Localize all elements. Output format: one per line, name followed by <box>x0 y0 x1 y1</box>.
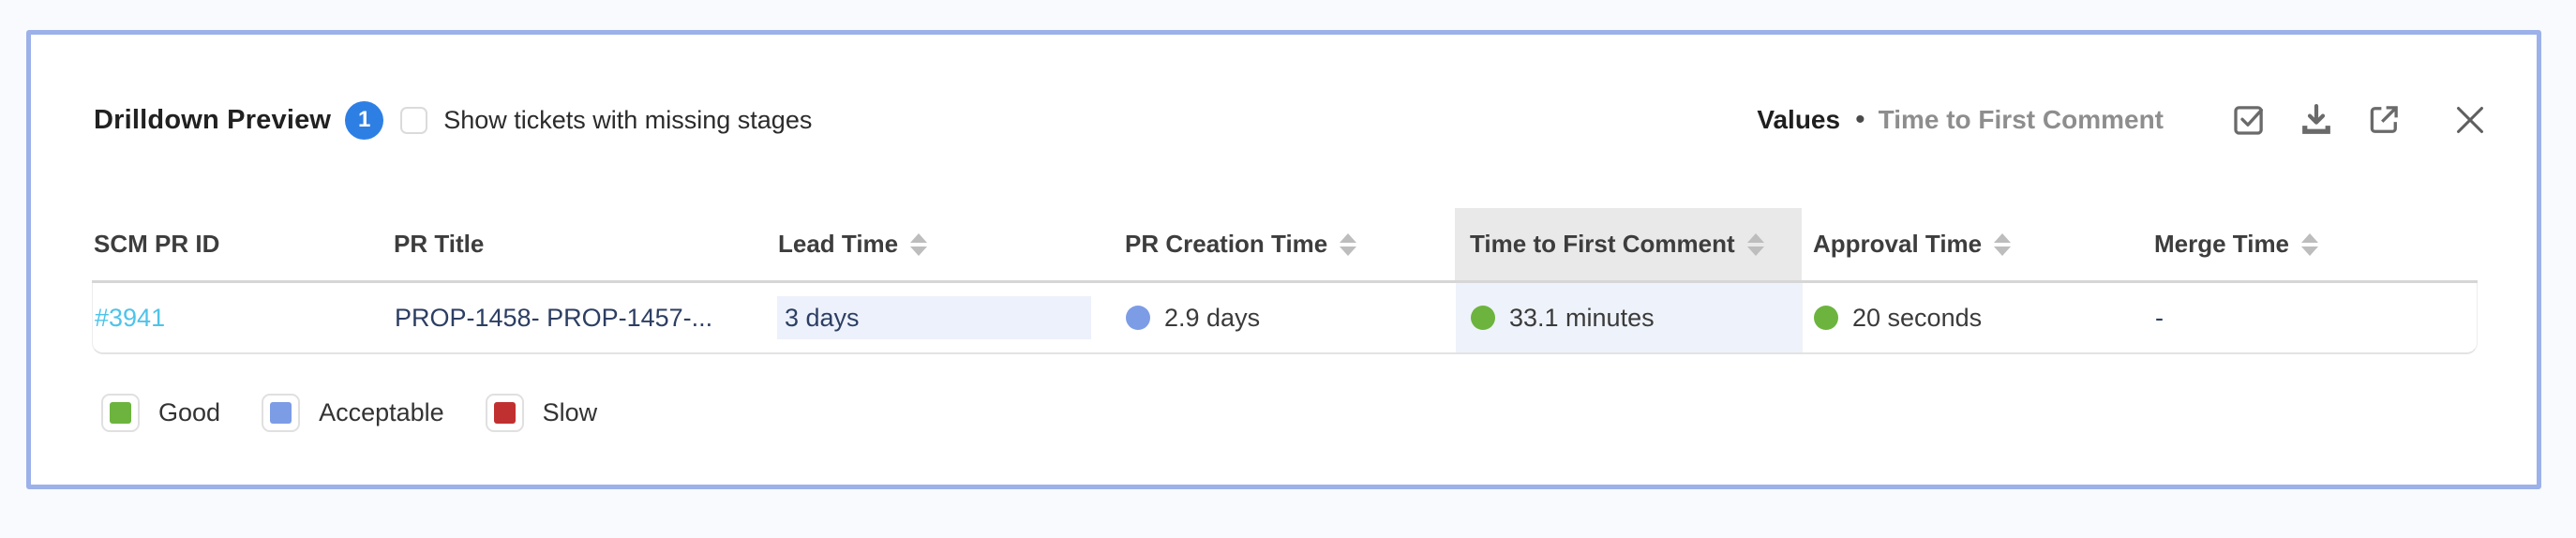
pr-title-text: PROP-1458- PROP-1457-... <box>395 303 713 332</box>
column-header-label: Lead Time <box>778 230 899 258</box>
count-badge: 1 <box>345 100 384 140</box>
legend-chip-slow[interactable] <box>485 393 524 432</box>
column-header-time-to-first-comment[interactable]: Time to First Comment <box>1455 208 1802 280</box>
column-header-pr-title: PR Title <box>394 208 776 280</box>
legend-label: Slow <box>542 397 598 426</box>
column-header-label: SCM PR ID <box>94 230 220 258</box>
missing-stages-checkbox[interactable] <box>400 106 428 134</box>
column-header-pr-creation-time[interactable]: PR Creation Time <box>1125 208 1455 280</box>
sort-icon <box>1340 232 1357 256</box>
time-to-first-comment-value: 33.1 minutes <box>1509 303 1655 332</box>
cell-merge-time: - <box>2148 283 2479 352</box>
status-dot-good <box>1814 306 1838 330</box>
column-header-label: Time to First Comment <box>1470 230 1735 258</box>
table-row: #3941 PROP-1458- PROP-1457-... 3 days 2.… <box>93 283 2477 352</box>
panel-header-right: Values • Time to First Comment <box>1757 98 2492 142</box>
good-swatch-icon <box>110 401 131 424</box>
legend-label: Acceptable <box>319 397 444 426</box>
cell-approval-time: 20 seconds <box>1803 283 2148 352</box>
cell-pr-title: PROP-1458- PROP-1457-... <box>395 283 777 352</box>
sort-icon <box>2301 232 2319 256</box>
missing-stages-checkbox-label: Show tickets with missing stages <box>443 105 813 134</box>
drilldown-table: SCM PR ID PR Title Lead Time PR Creation… <box>92 208 2478 354</box>
sort-icon <box>910 232 928 256</box>
sort-icon <box>1746 232 1764 256</box>
panel-header: Drilldown Preview 1 Show tickets with mi… <box>94 95 2492 145</box>
download-icon <box>2297 100 2336 140</box>
column-header-approval-time[interactable]: Approval Time <box>1802 208 2147 280</box>
status-dot-good <box>1471 306 1495 330</box>
pr-id-link[interactable]: #3941 <box>95 303 166 332</box>
selected-metric-label: Time to First Comment <box>1878 105 2164 134</box>
legend-item-slow: Slow <box>485 393 598 432</box>
legend-label: Good <box>158 397 221 426</box>
legend-chip-good[interactable] <box>101 393 140 432</box>
legend-item-good: Good <box>101 393 221 432</box>
cell-lead-time: 3 days <box>777 283 1126 352</box>
open-external-icon <box>2364 100 2404 140</box>
merge-time-value: - <box>2155 303 2164 332</box>
panel-title: Drilldown Preview <box>94 104 332 135</box>
panel-header-left: Drilldown Preview 1 Show tickets with mi… <box>94 100 813 140</box>
status-dot-acceptable <box>1126 306 1150 330</box>
download-button[interactable] <box>2295 98 2338 142</box>
column-header-merge-time[interactable]: Merge Time <box>2147 208 2478 280</box>
cell-pr-creation-time: 2.9 days <box>1126 283 1456 352</box>
select-columns-button[interactable] <box>2227 98 2270 142</box>
close-button[interactable] <box>2449 98 2492 142</box>
separator-dot-icon: • <box>1855 104 1865 135</box>
select-columns-icon <box>2229 100 2269 140</box>
drilldown-preview-panel: Drilldown Preview 1 Show tickets with mi… <box>26 30 2541 489</box>
sort-icon <box>1994 232 2012 256</box>
values-label: Values <box>1757 105 1841 134</box>
legend-chip-acceptable[interactable] <box>262 393 301 432</box>
open-external-button[interactable] <box>2362 98 2405 142</box>
column-header-label: Approval Time <box>1813 230 1983 258</box>
cell-scm-pr-id: #3941 <box>93 283 395 352</box>
table-header-row: SCM PR ID PR Title Lead Time PR Creation… <box>92 208 2478 283</box>
column-header-scm-pr-id: SCM PR ID <box>92 208 394 280</box>
lead-time-value: 3 days <box>785 303 860 332</box>
slow-swatch-icon <box>493 401 516 424</box>
cell-time-to-first-comment: 33.1 minutes <box>1456 283 1803 352</box>
status-legend: Good Acceptable Slow <box>101 391 597 434</box>
column-header-label: Merge Time <box>2154 230 2290 258</box>
column-header-label: PR Creation Time <box>1125 230 1328 258</box>
column-header-label: PR Title <box>394 230 485 258</box>
approval-time-value: 20 seconds <box>1852 303 1983 332</box>
column-header-lead-time[interactable]: Lead Time <box>776 208 1125 280</box>
acceptable-swatch-icon <box>270 401 292 424</box>
close-icon <box>2449 98 2492 142</box>
pr-creation-time-value: 2.9 days <box>1164 303 1261 332</box>
table-body: #3941 PROP-1458- PROP-1457-... 3 days 2.… <box>92 283 2478 354</box>
legend-item-acceptable: Acceptable <box>262 393 444 432</box>
lead-time-highlighted-cell: 3 days <box>777 296 1091 339</box>
